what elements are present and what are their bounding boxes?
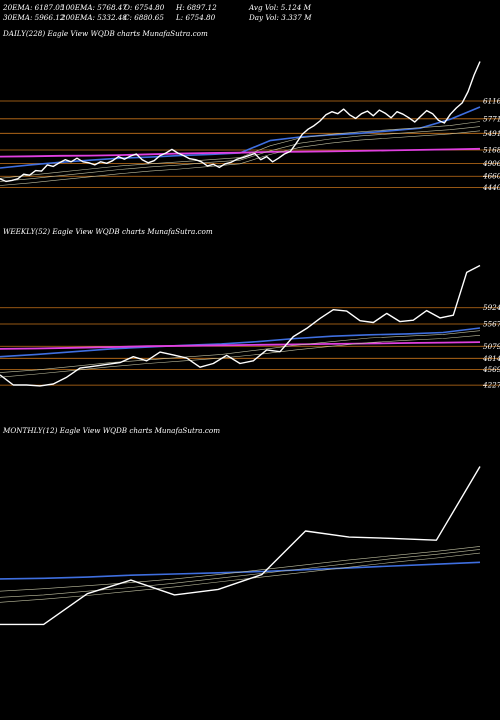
avg-vol-value: Avg Vol: 5.124 M xyxy=(249,3,311,12)
weekly-ema-magenta-line xyxy=(0,341,481,350)
weekly-ema-blue-line xyxy=(0,327,481,358)
daily-level-label: 6116 xyxy=(483,97,500,106)
daily-level-label: 4440 xyxy=(482,183,500,192)
daily-ema-magenta-line xyxy=(0,147,481,158)
weekly-chart-title: WEEKLY(52) Eagle View WQDB charts Munafa… xyxy=(3,227,213,236)
daily-chart-title: DAILY(228) Eagle View WQDB charts Munafa… xyxy=(3,29,208,38)
monthly-ema-thin-1-line xyxy=(0,546,481,592)
monthly-ema-blue-line xyxy=(0,561,481,580)
monthly-price-line xyxy=(0,466,481,626)
low-value: L: 6754.80 xyxy=(176,13,216,22)
ema100-value: 100EMA: 5768.47 xyxy=(61,3,127,12)
ema200-value: 200EMA: 5332.48 xyxy=(61,13,127,22)
weekly-ema-thin-1-line xyxy=(0,330,481,373)
weekly-ema-thin-2-line xyxy=(0,335,481,378)
high-value: H: 6897.12 xyxy=(176,3,217,12)
monthly-ema-thin-3-line xyxy=(0,552,481,603)
daily-level-label: 5168 xyxy=(483,145,500,154)
close-value: C: 6880.65 xyxy=(124,13,164,22)
daily-level-label: 5491 xyxy=(483,129,500,138)
daily-panel: 6116 5771 5491 5168 4906 4660 4440 xyxy=(0,61,500,192)
daily-price-line xyxy=(0,61,481,183)
weekly-level-label: 5079 xyxy=(483,342,500,351)
indicator-header: 20EMA: 6187.05 100EMA: 5768.47 O: 6754.8… xyxy=(3,3,497,23)
daily-level-label: 4906 xyxy=(482,159,500,168)
weekly-panel: 5924 5567 5079 4814 4569 4227 xyxy=(0,264,500,390)
daily-level-label: 4660 xyxy=(482,172,500,181)
weekly-level-label: 5567 xyxy=(483,320,500,329)
open-value: O: 6754.80 xyxy=(124,3,165,12)
indicator-row-1: 20EMA: 6187.05 100EMA: 5768.47 O: 6754.8… xyxy=(3,3,497,13)
weekly-level-label: 4814 xyxy=(482,354,500,363)
daily-ema-thin-1-line xyxy=(0,121,481,179)
daily-ema-thin-3-line xyxy=(0,130,481,186)
ema30-value: 30EMA: 5966.12 xyxy=(3,13,65,22)
daily-level-label: 5771 xyxy=(483,114,500,123)
daily-ema-thin-2-line xyxy=(0,126,481,182)
monthly-panel xyxy=(0,466,481,626)
weekly-level-label: 4227 xyxy=(482,381,500,390)
weekly-level-label: 4569 xyxy=(482,365,500,374)
indicator-row-2: 30EMA: 5966.12 200EMA: 5332.48 C: 6880.6… xyxy=(3,13,497,23)
day-vol-value: Day Vol: 3.337 M xyxy=(249,13,312,22)
ema20-value: 20EMA: 6187.05 xyxy=(3,3,65,12)
monthly-chart-title: MONTHLY(12) Eagle View WQDB charts Munaf… xyxy=(3,426,221,435)
weekly-price-line xyxy=(0,264,481,387)
monthly-ema-thin-2-line xyxy=(0,549,481,598)
weekly-level-label: 5924 xyxy=(483,303,500,312)
